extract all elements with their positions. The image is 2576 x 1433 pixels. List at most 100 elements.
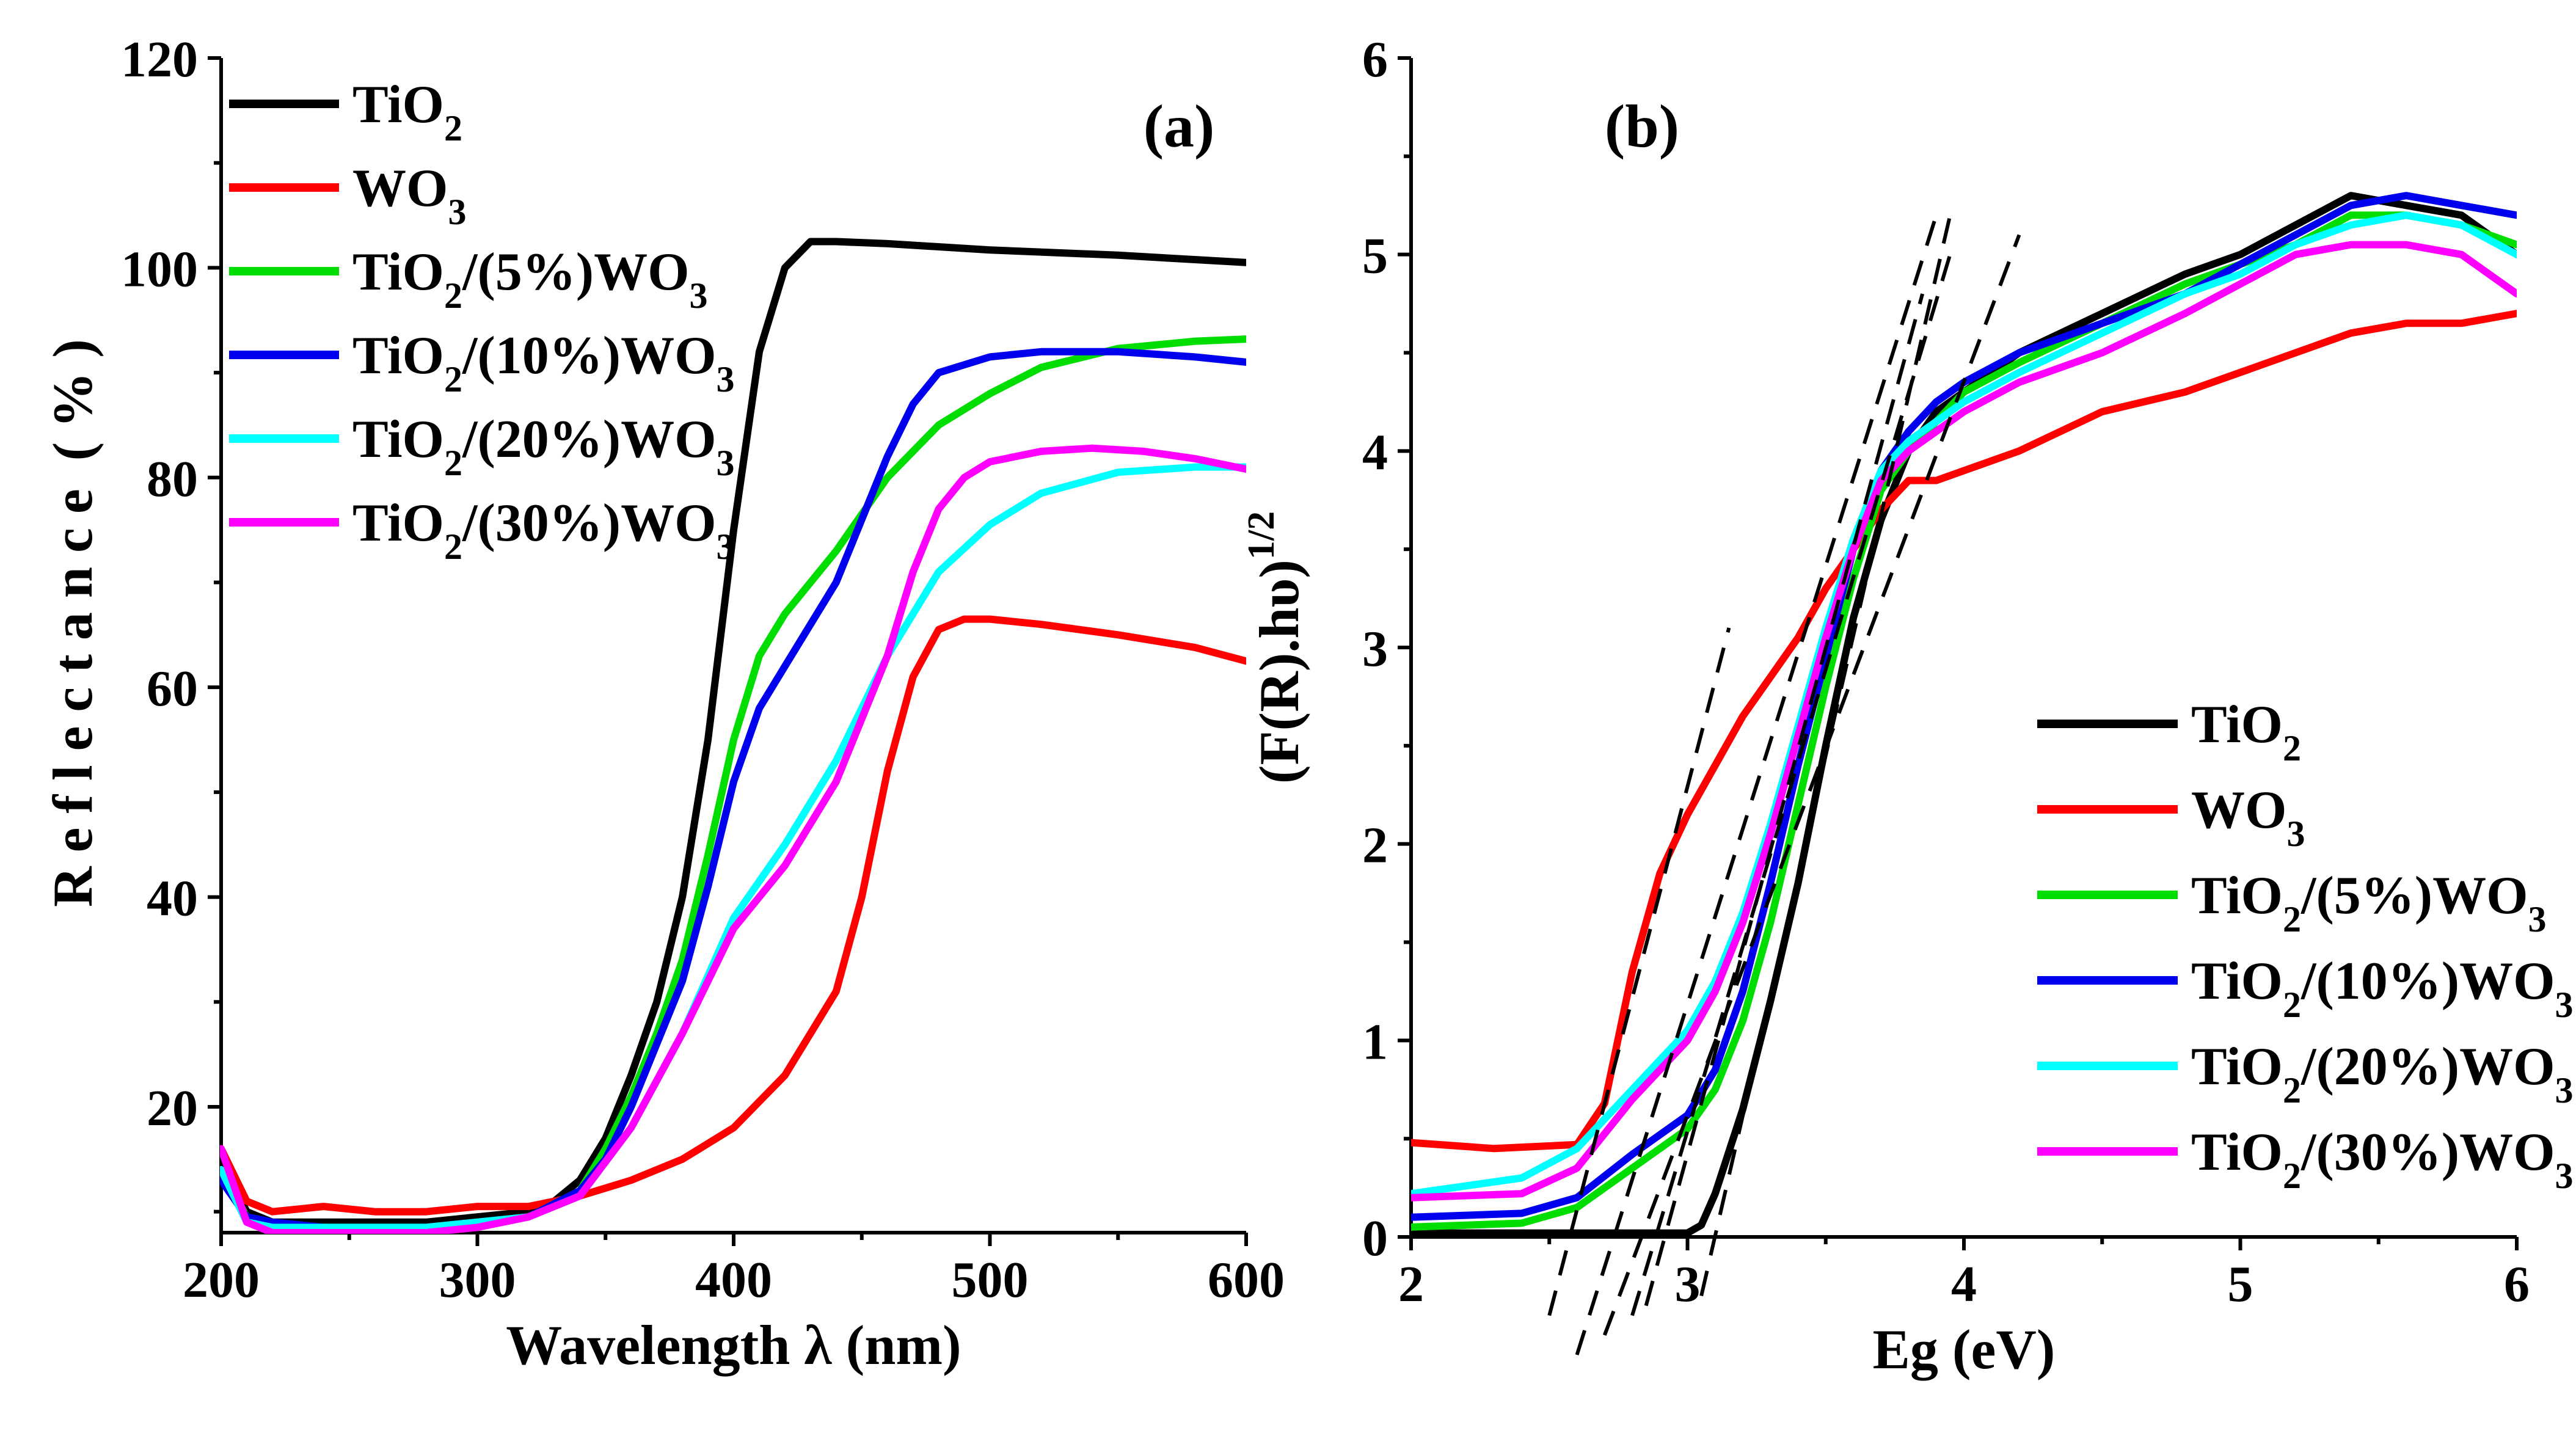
- legend-label-subscript: 2: [2283, 728, 2301, 768]
- legend-label-base: TiO: [352, 242, 444, 302]
- y-tick-label: 3: [1362, 621, 1388, 677]
- legend-entry-tio2-30: TiO2/(30%)WO3: [229, 494, 735, 567]
- y-axis-label-main: (F(R).hυ): [1248, 560, 1310, 784]
- legend-entry-tio2-5: TiO2/(5%)WO3: [229, 242, 708, 316]
- legend-label: TiO2: [2191, 695, 2301, 768]
- tangent-line: [1602, 234, 2021, 1336]
- legend-label: TiO2/(10%)WO3: [2191, 952, 2574, 1025]
- legend-label: TiO2/(5%)WO3: [2191, 866, 2547, 939]
- legend-label-subscript: 2: [444, 359, 462, 399]
- y-tick-label: 60: [147, 660, 198, 717]
- series-line-tio2: [220, 238, 1246, 1226]
- legend-label-subscript: 2: [2283, 1070, 2301, 1110]
- legend-label-text: /(20%)WO: [462, 410, 717, 469]
- y-tick-label: 6: [1362, 31, 1388, 88]
- series-line-tio2-20-wo3: [1411, 211, 2517, 1198]
- legend-label-subscript: 2: [2283, 1156, 2301, 1196]
- legend-label-base: TiO: [2191, 866, 2283, 925]
- tangent-line: [1644, 293, 1925, 1307]
- x-tick-label: 2: [1398, 1256, 1424, 1313]
- x-tick-label: 200: [183, 1252, 260, 1308]
- series-line-wo3: [220, 615, 1246, 1216]
- legend-entry-tio2: TiO2: [229, 75, 462, 148]
- x-tick-label: 600: [1208, 1252, 1285, 1308]
- legend-label-subscript: 2: [2283, 899, 2301, 939]
- legend-entry-tio2-20: TiO2/(20%)WO3: [2037, 1037, 2574, 1110]
- legend-label-base: TiO: [352, 326, 444, 385]
- legend-label-subscript: 3: [717, 443, 735, 483]
- legend-label: TiO2/(10%)WO3: [352, 326, 735, 399]
- legend-label-subscript: 3: [717, 359, 735, 399]
- legend-label-text: /(30%)WO: [2301, 1123, 2555, 1182]
- tangent-line: [1547, 627, 1731, 1316]
- y-tick-label: 20: [147, 1080, 198, 1137]
- legend-entry-tio2-10: TiO2/(10%)WO3: [2037, 952, 2574, 1025]
- legend-label-base: TiO: [352, 410, 444, 469]
- legend-label-subscript: 3: [2555, 1070, 2574, 1110]
- y-axis-label-sup: 1/2: [1241, 511, 1282, 560]
- y-tick-label: 40: [147, 870, 198, 927]
- legend-entry-tio2-5: TiO2/(5%)WO3: [2037, 866, 2547, 939]
- legend-label: TiO2/(30%)WO3: [352, 494, 735, 567]
- legend-label: TiO2/(5%)WO3: [352, 242, 708, 316]
- y-axis-label: (F(R).hυ)1/2: [1241, 511, 1310, 784]
- legend-label-subscript: 2: [444, 108, 462, 148]
- y-tick-label: 2: [1362, 817, 1388, 874]
- panel-label: (b): [1605, 92, 1679, 160]
- legend-entry-tio2-10: TiO2/(10%)WO3: [229, 326, 735, 399]
- legend-entry-tio2: TiO2: [2037, 695, 2301, 768]
- y-tick-label: 100: [121, 241, 198, 297]
- series-line-tio2-30-wo3: [220, 444, 1246, 1234]
- legend-label: TiO2/(20%)WO3: [2191, 1037, 2574, 1110]
- legend-label-text: /(20%)WO: [2301, 1037, 2555, 1096]
- legend-label-subscript: 3: [690, 275, 708, 316]
- legend-label-subscript: 2: [444, 527, 462, 567]
- legend-label: WO3: [352, 159, 466, 232]
- panel-a-chart: 200 300 400 500 600 20 40 60 80 100 120 (a) Waveleng…: [42, 31, 1285, 1376]
- y-tick-label: 0: [1362, 1210, 1388, 1267]
- legend-entry-wo3: WO3: [229, 159, 466, 232]
- legend-label: TiO2: [352, 75, 462, 148]
- x-tick-label: 400: [695, 1252, 772, 1308]
- legend-label-text: /(10%)WO: [462, 326, 717, 385]
- tangent-line: [1699, 214, 1952, 1297]
- legend-label-text: /(10%)WO: [2301, 952, 2555, 1011]
- x-axis-label: Eg (eV): [1873, 1318, 2056, 1380]
- y-tick-label: 1: [1362, 1013, 1388, 1070]
- legend-label-subscript: 3: [2528, 899, 2547, 939]
- legend-label-subscript: 2: [444, 275, 462, 316]
- series-group: [220, 238, 1246, 1234]
- legend-label-text: /(5%)WO: [2301, 866, 2528, 925]
- y-tick-label: 5: [1362, 228, 1388, 285]
- legend-label-base: TiO: [352, 75, 444, 134]
- legend-label-base: TiO: [352, 494, 444, 553]
- x-tick-label: 4: [1951, 1256, 1977, 1313]
- legend-label-text: /(5%)WO: [462, 242, 690, 302]
- legend-entry-tio2-20: TiO2/(20%)WO3: [229, 410, 735, 483]
- legend-label-base: TiO: [2191, 1037, 2283, 1096]
- x-axis-label: Wavelength λ (nm): [506, 1314, 961, 1376]
- legend-label-text: /(30%)WO: [462, 494, 717, 553]
- legend-label-base: WO: [2191, 781, 2286, 840]
- legend-entry-wo3: WO3: [2037, 781, 2305, 854]
- legend-label-subscript: 2: [2283, 985, 2301, 1025]
- legend-label-base: WO: [352, 159, 448, 218]
- tangent-line: [1630, 253, 1952, 1316]
- legend-label: TiO2/(20%)WO3: [352, 410, 735, 483]
- series-line-tio2-20-wo3: [220, 463, 1246, 1231]
- legend-label-base: TiO: [2191, 952, 2283, 1011]
- tangent-line: [1575, 214, 1938, 1355]
- y-axis-label: R e f l e c t a n c e ( % ): [42, 339, 104, 907]
- legend-label-subscript: 3: [2555, 1156, 2574, 1196]
- legend-label-subscript: 2: [444, 443, 462, 483]
- legend-entry-tio2-30: TiO2/(30%)WO3: [2037, 1123, 2574, 1196]
- y-tick-label: 120: [121, 31, 198, 88]
- y-tick-label: 4: [1362, 424, 1388, 481]
- legend-label-subscript: 3: [448, 192, 466, 232]
- x-tick-label: 300: [439, 1252, 516, 1308]
- x-tick-label: 5: [2228, 1256, 2253, 1313]
- legend-label-subscript: 3: [717, 527, 735, 567]
- legend-label-base: TiO: [2191, 1123, 2283, 1182]
